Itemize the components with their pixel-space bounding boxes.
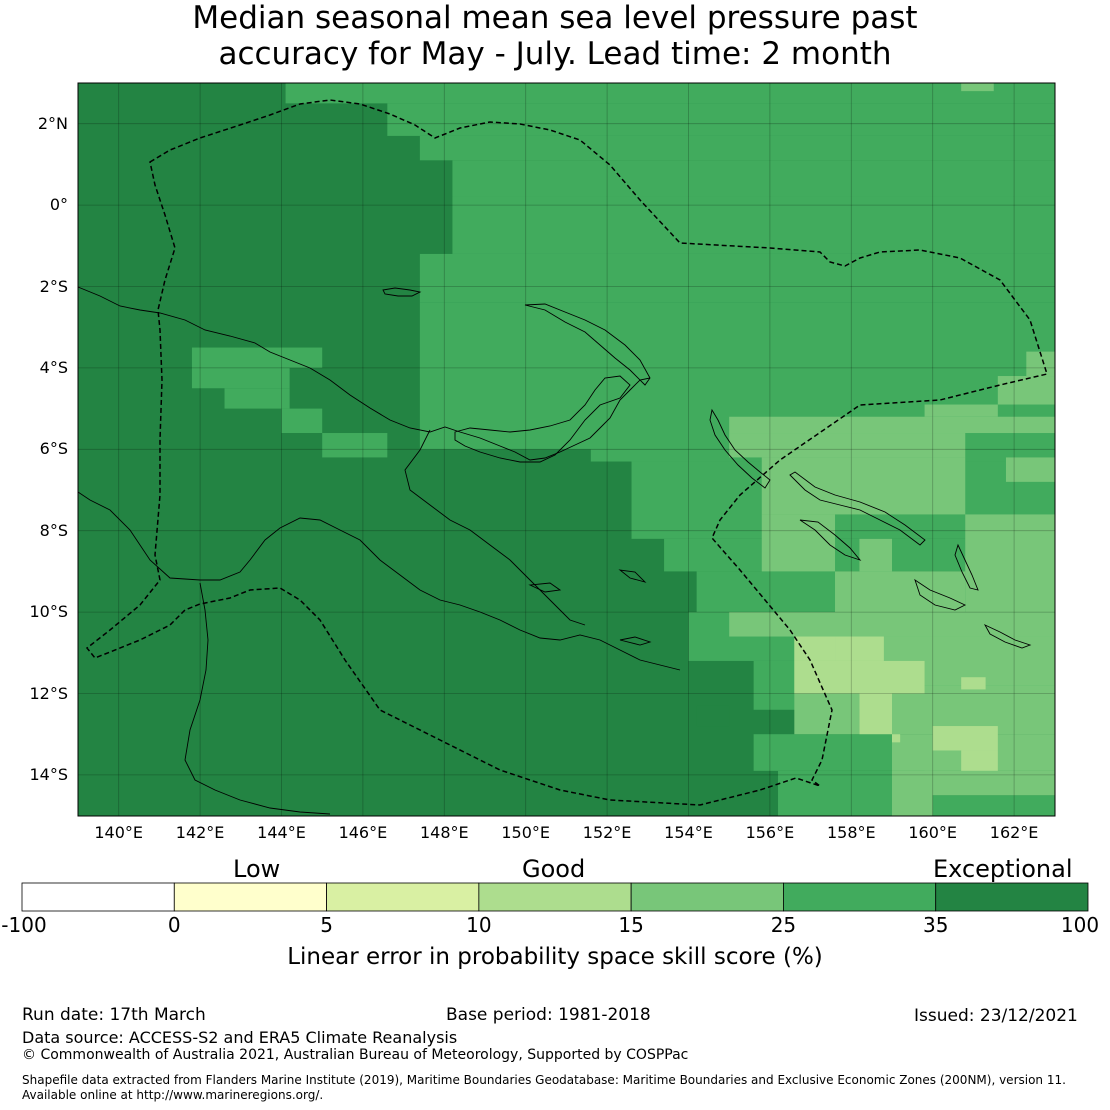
skill-raster	[77, 83, 1055, 816]
copyright: © Commonwealth of Australia 2021, Austra…	[22, 1047, 689, 1063]
colorbar-tick-label: 15	[618, 913, 644, 937]
colorbar-tick-label: 25	[770, 913, 797, 937]
colorbar-segment	[21, 882, 175, 912]
lon-tick-label: 150°E	[501, 823, 551, 842]
lat-tick-label: 2°S	[39, 276, 68, 296]
bougainville-coast	[709, 408, 771, 489]
new-britain-coast	[454, 375, 631, 463]
colorbar-tick-label: 10	[466, 913, 492, 937]
title-line-2: accuracy for May - July. Lead time: 2 mo…	[218, 36, 892, 72]
lon-tick-label: 140°E	[94, 823, 144, 842]
eez-boundary	[85, 99, 1048, 806]
lat-tick-label: 14°S	[29, 764, 68, 784]
solomon-coast-1	[789, 471, 926, 546]
makira-coast	[983, 624, 1032, 649]
lon-tick-label: 156°E	[745, 823, 795, 842]
category-exceptional: Exceptional	[933, 855, 1073, 883]
cape-york-coast	[184, 582, 331, 815]
malaita-coast	[954, 543, 979, 591]
lon-tick-label: 162°E	[989, 823, 1039, 842]
map-title: Median seasonal mean sea level pressure …	[0, 0, 1110, 72]
guadalcanal-coast	[914, 578, 967, 611]
colorbar-title: Linear error in probability space skill …	[287, 944, 823, 970]
shapefile-credit-2: Available online at http://www.marinereg…	[22, 1088, 324, 1102]
colorbar	[21, 882, 1089, 912]
colorbar-segment	[630, 882, 784, 912]
colorbar-tick-label: 35	[922, 913, 949, 937]
lat-tick-label: 4°S	[39, 357, 68, 377]
issued-date: Issued: 23/12/2021	[914, 1006, 1078, 1026]
base-period: Base period: 1981-2018	[446, 1005, 651, 1025]
lat-tick-label: 0°	[49, 195, 68, 215]
lon-tick-label: 148°E	[419, 823, 469, 842]
colorbar-tick-label: 100	[1060, 913, 1100, 937]
colorbar-tick-label: 5	[320, 913, 333, 937]
solomon-coast-2	[799, 519, 862, 561]
lat-tick-label: 8°S	[39, 520, 68, 540]
new-ireland-coast	[524, 303, 651, 386]
lon-tick-label: 144°E	[257, 823, 306, 842]
colorbar-segment	[326, 882, 480, 912]
lon-tick-label: 146°E	[338, 823, 388, 842]
louisiade-coast	[528, 569, 652, 646]
lon-tick-label: 154°E	[664, 823, 713, 842]
lat-tick-label: 10°S	[29, 602, 68, 622]
raster-interior-good	[696, 705, 730, 727]
manus-coast	[382, 287, 422, 297]
category-good: Good	[522, 855, 586, 883]
run-date: Run date: 17th March	[22, 1005, 206, 1025]
data-source: Data source: ACCESS-S2 and ERA5 Climate …	[22, 1028, 458, 1047]
new-guinea-coast	[77, 286, 681, 671]
lat-tick-label: 2°N	[37, 113, 68, 133]
lon-tick-label: 152°E	[582, 823, 632, 842]
raster-moderate-zone	[794, 636, 998, 771]
category-low: Low	[233, 855, 281, 883]
lat-tick-label: 6°S	[39, 439, 68, 459]
gulf-huon-coast	[404, 429, 586, 626]
lat-tick-label: 12°S	[29, 683, 68, 703]
coastlines	[77, 286, 1032, 815]
lon-tick-label: 158°E	[826, 823, 876, 842]
colorbar-segment	[935, 882, 1089, 912]
colorbar-segment	[783, 882, 937, 912]
colorbar-tick-label: -100	[1, 913, 47, 937]
title-line-1: Median seasonal mean sea level pressure …	[192, 0, 918, 36]
shapefile-credit-1: Shapefile data extracted from Flanders M…	[22, 1073, 1066, 1087]
map-frame	[77, 82, 1056, 817]
colorbar-tick-label: 0	[167, 913, 181, 937]
colorbar-segment	[173, 882, 327, 912]
colorbar-segment	[478, 882, 632, 912]
lon-tick-label: 160°E	[908, 823, 958, 842]
lon-tick-label: 142°E	[175, 823, 225, 842]
